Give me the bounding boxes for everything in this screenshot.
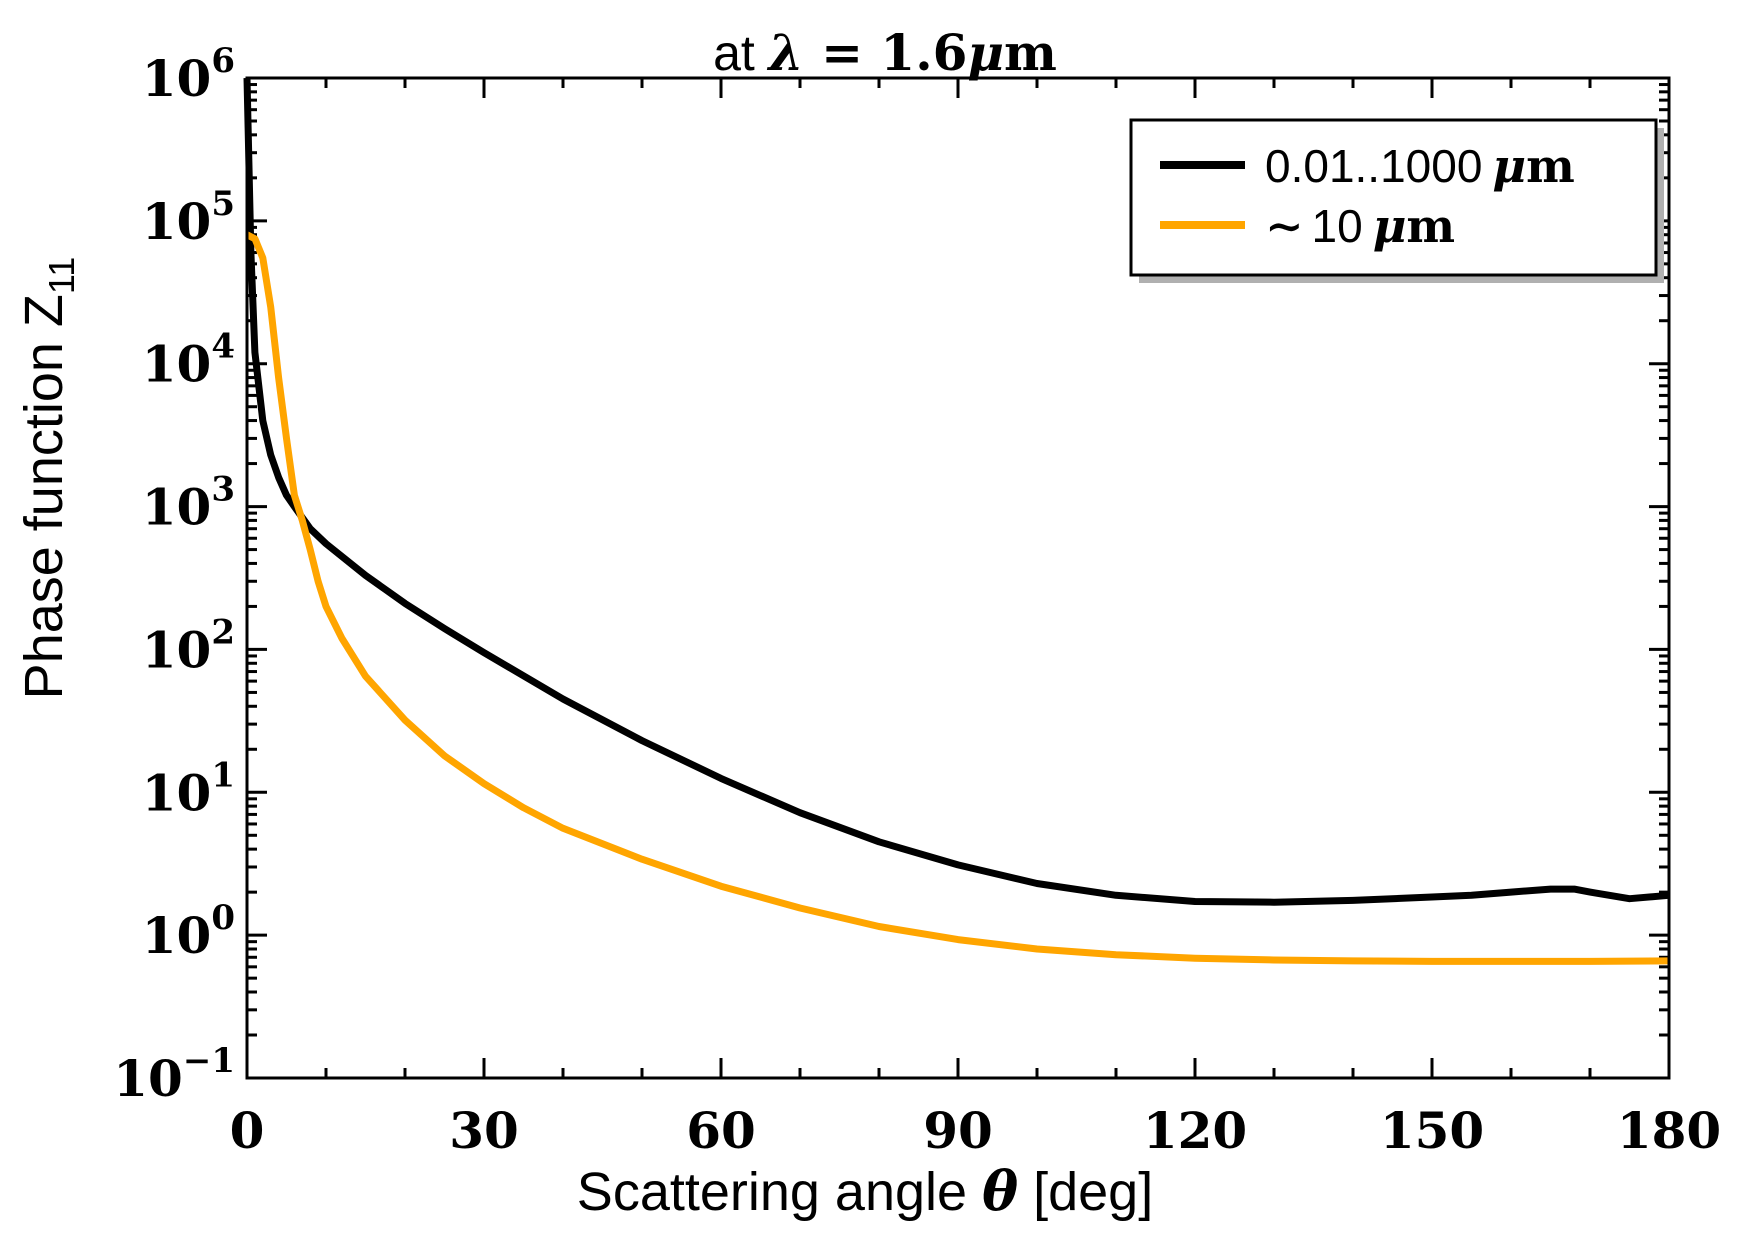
plot-frame [245, 76, 1671, 1080]
y-tick-label-1e0: 100 [142, 898, 235, 965]
y-tick-label-1e5: 105 [142, 184, 235, 251]
series-line-0.01-1000um [243, 77, 1670, 906]
x-tick-label-0: 0 [230, 1101, 265, 1160]
x-tick-label-90: 90 [923, 1101, 993, 1160]
legend-box [1129, 118, 1658, 277]
x-tick-label-30: 30 [449, 1101, 519, 1160]
series-line-10um [245, 231, 1670, 965]
y-tick-label-1e2: 102 [142, 612, 235, 679]
y-tick-label-1e6: 106 [142, 41, 235, 108]
x-tick-label-180: 180 [1617, 1101, 1721, 1160]
legend: 0.01..1000 μm ∼ 10 μm [1129, 118, 1664, 283]
legend-label-0.01-1000um: 0.01..1000 μm [1265, 139, 1575, 193]
x-tick-labels: 0 30 60 90 120 150 180 [230, 1101, 1722, 1160]
x-tick-label-60: 60 [686, 1101, 756, 1160]
y-tick-labels: 10−1 100 101 102 103 104 105 106 [113, 41, 235, 1108]
series-layer [243, 77, 1670, 965]
x-tick-label-150: 150 [1380, 1101, 1484, 1160]
y-tick-label-1e1: 101 [142, 755, 235, 822]
y-tick-label-1e3: 103 [142, 470, 235, 537]
y-tick-label-1e−1: 10−1 [113, 1041, 235, 1108]
x-tick-label-120: 120 [1143, 1101, 1247, 1160]
chart-title: at λ = 1.6μm [713, 23, 1057, 82]
legend-label-10um: ∼ 10 μm [1265, 199, 1455, 253]
y-axis-label: Phase function Z11 [14, 257, 82, 700]
x-axis-label: Scattering angle θ [deg] [577, 1159, 1153, 1223]
y-tick-label-1e4: 104 [142, 327, 235, 394]
